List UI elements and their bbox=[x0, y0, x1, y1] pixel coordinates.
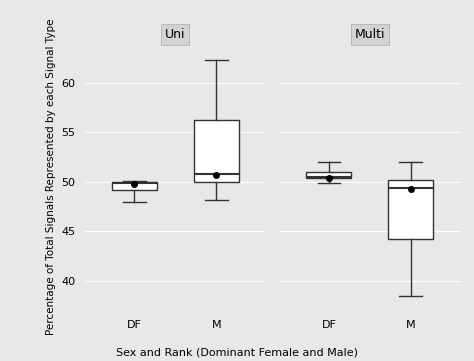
Title: Uni: Uni bbox=[165, 28, 186, 41]
PathPatch shape bbox=[112, 182, 157, 190]
PathPatch shape bbox=[306, 172, 351, 178]
Title: Multi: Multi bbox=[355, 28, 385, 41]
PathPatch shape bbox=[388, 180, 433, 239]
Y-axis label: Percentage of Total Signals Represented by each Signal Type: Percentage of Total Signals Represented … bbox=[46, 19, 56, 335]
PathPatch shape bbox=[194, 119, 239, 182]
Text: Sex and Rank (Dominant Female and Male): Sex and Rank (Dominant Female and Male) bbox=[116, 347, 358, 357]
